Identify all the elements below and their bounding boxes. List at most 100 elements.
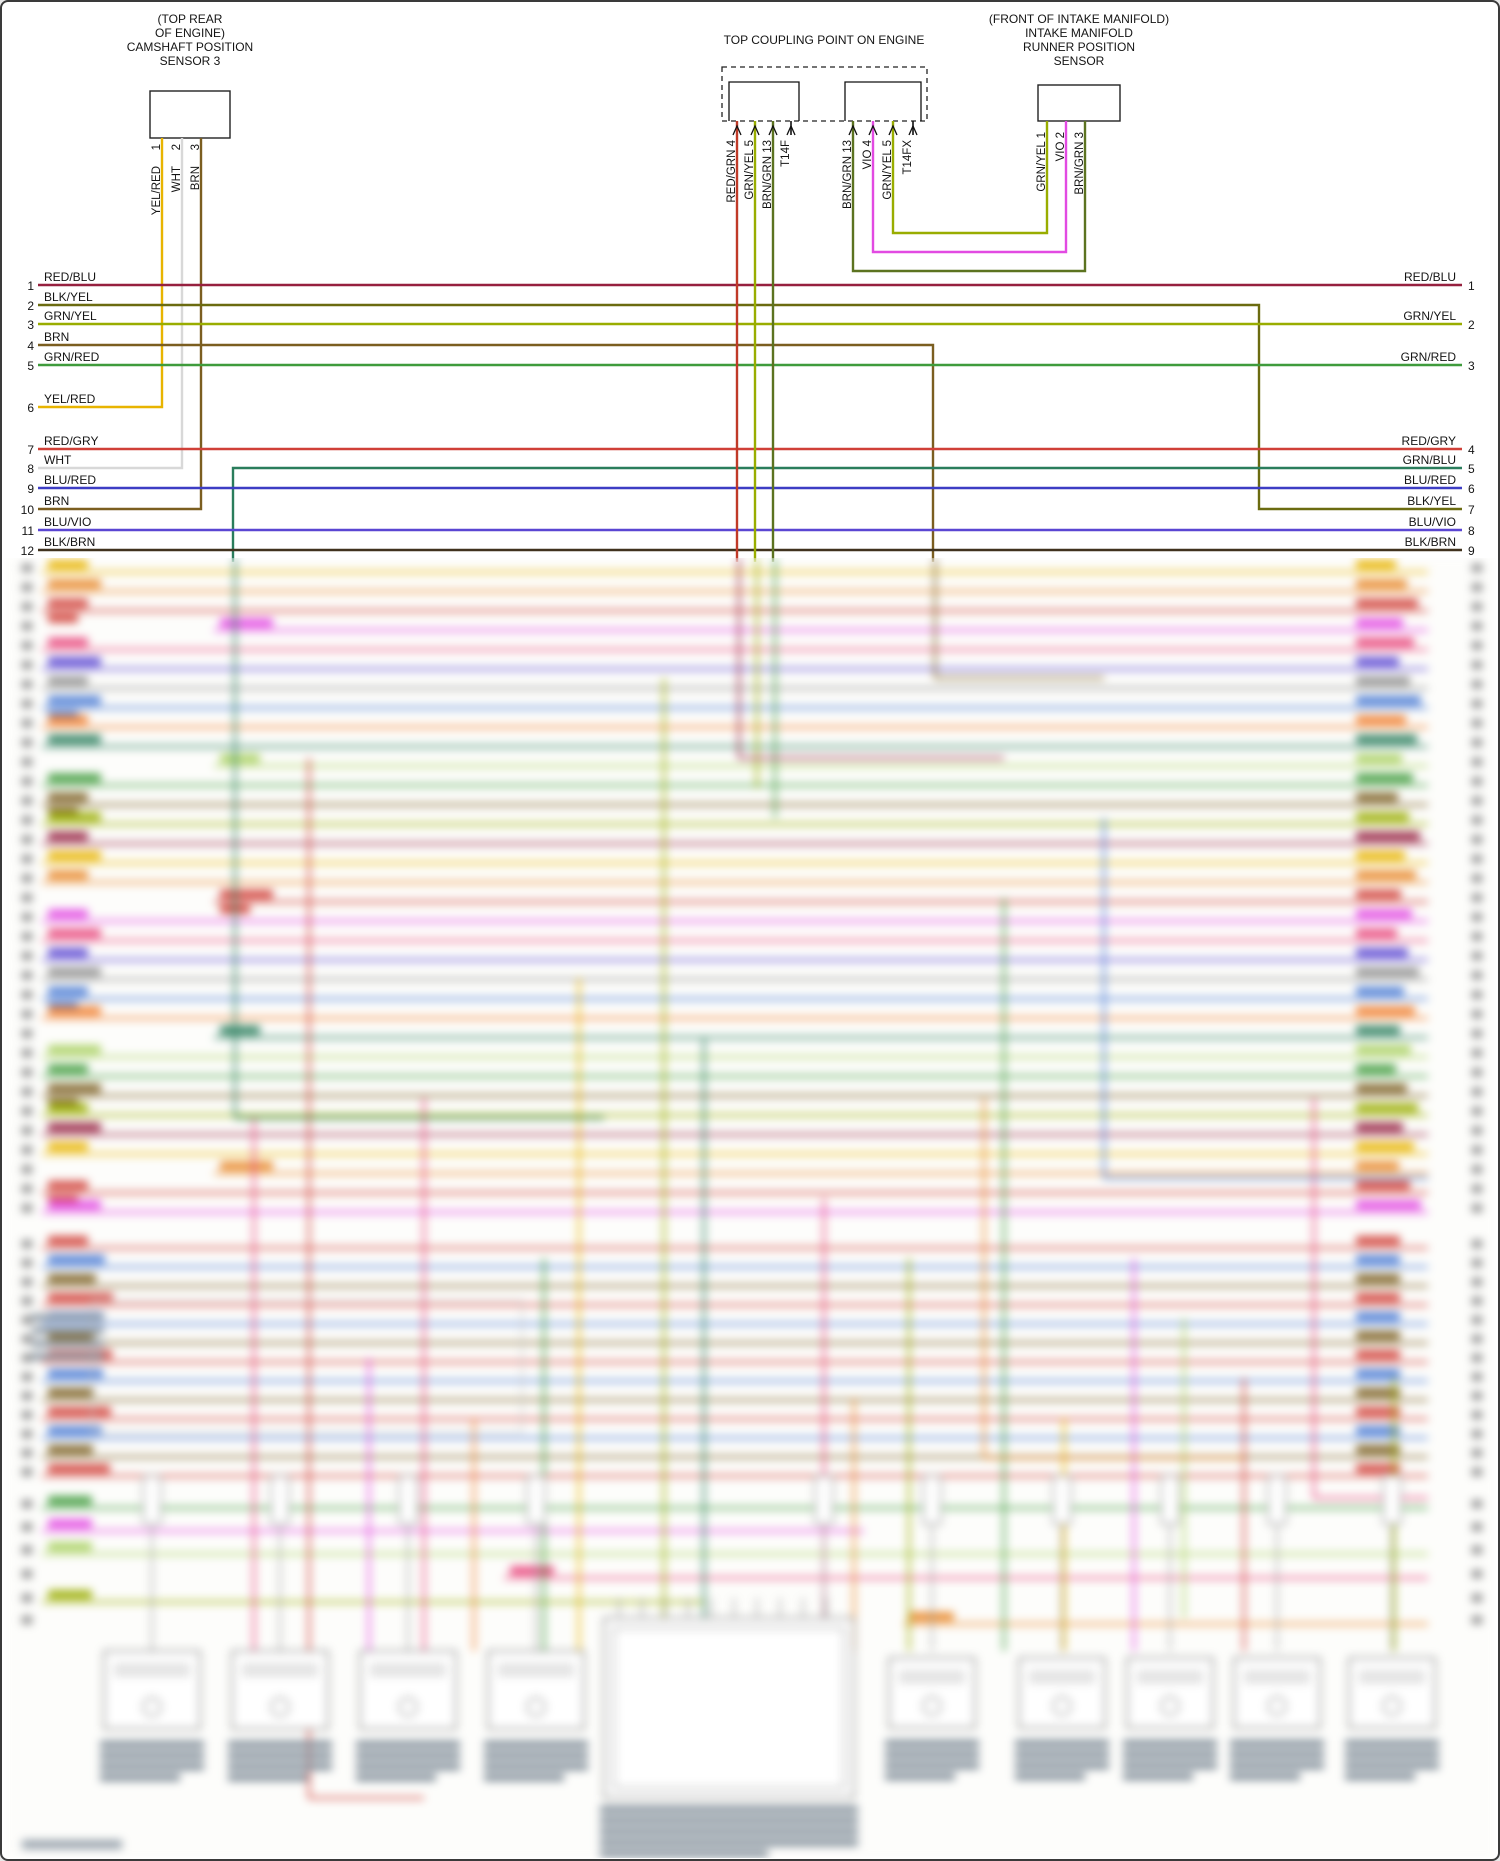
left-label-1: RED/BLU xyxy=(44,270,96,284)
coupling-left-pin-2: GRN/YEL 5 xyxy=(744,140,756,200)
left-num-12: 12 xyxy=(21,544,35,558)
left-label-10: BRN xyxy=(44,494,69,508)
runner-pin-3: BRN/GRN 3 xyxy=(1074,132,1086,195)
camshaft-sensor-box xyxy=(149,90,231,139)
right-label-5: GRN/BLU xyxy=(1403,453,1456,467)
arrow-icon xyxy=(848,124,858,136)
arrow-icon xyxy=(786,124,796,136)
coupling-title: TOP COUPLING POINT ON ENGINE xyxy=(724,33,925,47)
wire-grn-yel-u xyxy=(891,121,1049,235)
connector-arrow-icons xyxy=(732,124,918,136)
left-label-2: BLK/YEL xyxy=(44,290,93,304)
camshaft-title-4: SENSOR 3 xyxy=(160,54,221,68)
arrow-icon xyxy=(868,124,878,136)
coupling-left-pin-4: T14F xyxy=(780,140,792,167)
wire-blk-yel xyxy=(38,303,1462,511)
left-label-4: BRN xyxy=(44,330,69,344)
coupling-right-pin-1: BRN/GRN 13 xyxy=(842,140,854,209)
left-num-1: 1 xyxy=(27,279,34,293)
camshaft-title-1: (TOP REAR xyxy=(158,12,223,26)
runner-title-4: SENSOR xyxy=(1054,54,1105,68)
left-num-3: 3 xyxy=(27,318,34,332)
right-num-9: 9 xyxy=(1468,544,1475,558)
left-label-7: RED/GRY xyxy=(44,434,98,448)
right-num-6: 6 xyxy=(1468,482,1475,496)
left-label-9: BLU/RED xyxy=(44,473,96,487)
right-label-1: RED/BLU xyxy=(1404,270,1456,284)
wire-yel-red xyxy=(38,138,164,409)
camshaft-wire-2-label: WHT xyxy=(171,166,183,192)
right-label-8: BLU/VIO xyxy=(1409,515,1456,529)
right-label-3: GRN/RED xyxy=(1401,350,1457,364)
wire-brn-sensor xyxy=(38,138,203,511)
right-label-9: BLK/BRN xyxy=(1405,535,1456,549)
coupling-pin-labels: RED/GRN 4 GRN/YEL 5 BRN/GRN 13 T14F BRN/… xyxy=(726,139,914,209)
left-row-labels: 1 RED/BLU 2 BLK/YEL 3 GRN/YEL 4 BRN 5 GR… xyxy=(21,270,100,558)
right-label-2: GRN/YEL xyxy=(1403,309,1456,323)
wires xyxy=(38,121,1462,562)
left-num-11: 11 xyxy=(22,524,35,538)
runner-sensor-box xyxy=(1037,84,1121,122)
left-num-10: 10 xyxy=(21,503,35,517)
left-num-2: 2 xyxy=(27,299,34,313)
runner-title-2: INTAKE MANIFOLD xyxy=(1025,26,1133,40)
wire-brn-grn-u xyxy=(851,121,1087,273)
arrow-icon xyxy=(732,124,742,136)
coupling-right-connector xyxy=(844,81,922,121)
blur-decor xyxy=(4,558,1496,1858)
right-label-7: BLK/YEL xyxy=(1407,494,1456,508)
right-label-6: BLU/RED xyxy=(1404,473,1456,487)
left-label-8: WHT xyxy=(44,453,72,467)
coupling-dashed-box xyxy=(721,66,928,122)
left-label-5: GRN/RED xyxy=(44,350,100,364)
left-num-9: 9 xyxy=(27,482,34,496)
wire-vio-u xyxy=(871,121,1068,254)
left-num-8: 8 xyxy=(27,462,34,476)
arrow-icon xyxy=(750,124,760,136)
arrow-icon xyxy=(768,124,778,136)
left-num-7: 7 xyxy=(27,443,34,457)
arrow-icon xyxy=(908,124,918,136)
right-label-4: RED/GRY xyxy=(1402,434,1456,448)
wire-grn-blu xyxy=(231,466,1462,562)
coupling-left-pin-3: BRN/GRN 13 xyxy=(762,140,774,209)
camshaft-pin-labels: 1 2 3 YEL/RED WHT BRN xyxy=(151,144,202,215)
runner-pin-labels: GRN/YEL 1 VIO 2 BRN/GRN 3 xyxy=(1036,132,1086,195)
coupling-right-pin-2: VIO 4 xyxy=(862,139,874,169)
camshaft-pin-1: 1 xyxy=(151,144,163,150)
arrow-icon xyxy=(888,124,898,136)
right-num-2: 2 xyxy=(1468,318,1475,332)
coupling-right-pin-3: GRN/YEL 5 xyxy=(882,140,894,200)
sharp-diagram-region: (TOP REAR OF ENGINE) CAMSHAFT POSITION S… xyxy=(21,12,1475,562)
coupling-left-connector xyxy=(728,81,800,121)
left-num-4: 4 xyxy=(27,339,34,353)
camshaft-pin-2: 2 xyxy=(171,144,183,150)
camshaft-wire-3-label: BRN xyxy=(190,166,202,190)
wire-wht xyxy=(38,138,184,470)
right-num-1: 1 xyxy=(1468,279,1475,293)
coupling-left-pin-1: RED/GRN 4 xyxy=(726,139,738,202)
camshaft-wire-1-label: YEL/RED xyxy=(151,166,163,215)
left-label-3: GRN/YEL xyxy=(44,309,97,323)
right-num-4: 4 xyxy=(1468,443,1475,457)
right-num-5: 5 xyxy=(1468,462,1475,476)
runner-title-1: (FRONT OF INTAKE MANIFOLD) xyxy=(989,12,1169,26)
right-num-7: 7 xyxy=(1468,503,1475,517)
coupling-right-pin-4: T14FX xyxy=(902,140,914,175)
left-label-6: YEL/RED xyxy=(44,392,96,406)
runner-pin-2: VIO 2 xyxy=(1055,132,1067,161)
camshaft-sensor-title: (TOP REAR OF ENGINE) CAMSHAFT POSITION S… xyxy=(127,12,253,68)
left-label-12: BLK/BRN xyxy=(44,535,95,549)
runner-sensor-title: (FRONT OF INTAKE MANIFOLD) INTAKE MANIFO… xyxy=(989,12,1169,68)
runner-title-3: RUNNER POSITION xyxy=(1023,40,1135,54)
right-num-8: 8 xyxy=(1468,524,1475,538)
wire-brn-row4 xyxy=(38,343,935,562)
left-num-5: 5 xyxy=(27,359,34,373)
blurred-diagram-region xyxy=(4,558,1496,1858)
right-row-labels: RED/BLU 1 GRN/YEL 2 GRN/RED 3 RED/GRY 4 … xyxy=(1401,270,1475,558)
left-num-6: 6 xyxy=(27,401,34,415)
camshaft-title-3: CAMSHAFT POSITION xyxy=(127,40,253,54)
camshaft-title-2: OF ENGINE) xyxy=(155,26,225,40)
right-num-3: 3 xyxy=(1468,359,1475,373)
